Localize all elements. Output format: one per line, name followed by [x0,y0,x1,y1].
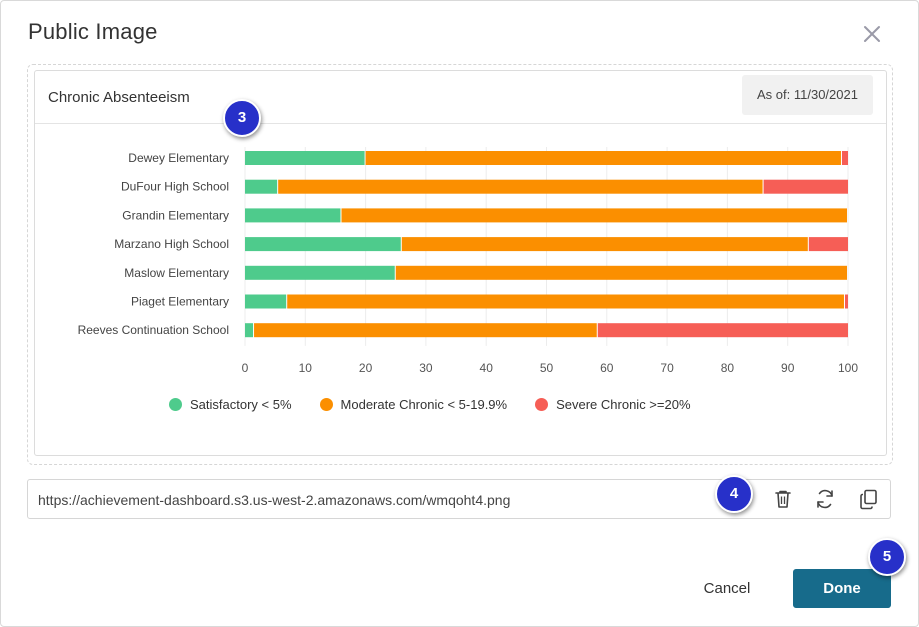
stacked-bar-chart: 0 10 20 30 40 50 60 70 80 90 100 Dewey Elementary Du… [78,147,858,375]
y-category-label: Piaget Elementary [131,295,229,309]
cancel-button[interactable]: Cancel [703,580,751,597]
bar-segment [278,179,763,194]
legend-dot-satisfactory [169,397,182,411]
bar-segment [245,294,287,309]
bar-segment [245,237,401,252]
legend-item-satisfactory: Satisfactory < 5% [169,397,292,412]
y-category-label: Grandin Elementary [122,208,229,222]
close-button[interactable] [859,21,885,47]
image-preview-frame [27,64,893,465]
public-url-field[interactable]: https://achievement-dashboard.s3.us-west… [27,479,891,519]
x-tick-label: 10 [299,361,313,375]
copy-button[interactable] [857,487,881,511]
delete-button[interactable] [771,487,795,511]
close-icon [864,26,880,42]
bar-segment [763,179,848,194]
x-tick-label: 60 [600,361,614,375]
refresh-icon [817,489,833,509]
bar-segment [401,237,808,252]
chart-card: Chronic Absenteeism As of: 11/30/2021 [34,70,887,456]
legend-label-satisfactory: Satisfactory < 5% [190,396,292,412]
legend-label-moderate: Moderate Chronic < 5-19.9% [340,396,508,412]
x-tick-label: 20 [359,361,373,375]
refresh-button[interactable] [813,487,837,511]
bar-segment [597,323,848,338]
trash-icon [775,490,791,508]
copy-icon [860,489,877,510]
bar-segment [365,151,841,165]
x-tick-label: 100 [838,361,858,375]
step-badge-3: 3 [223,99,261,137]
chart-title: Chronic Absenteeism [48,89,190,106]
bar-segment [245,151,365,165]
step-badge-5: 5 [868,538,906,576]
bar-segment [341,208,847,223]
y-category-label: DuFour High School [121,180,229,194]
as-of-date: As of: 11/30/2021 [742,75,873,115]
dialog-title: Public Image [28,19,158,44]
bar-segment [841,151,848,165]
bar-segment [395,265,847,280]
legend-dot-severe [535,397,549,411]
x-tick-label: 40 [480,361,494,375]
bar-segment [844,294,848,309]
chart-card-header: Chronic Absenteeism As of: 11/30/2021 [35,71,886,124]
done-button[interactable]: Done [793,569,891,608]
step-badge-4: 4 [715,475,753,513]
y-category-label: Marzano High School [114,237,229,251]
y-category-label: Reeves Continuation School [78,323,229,337]
x-tick-label: 30 [419,361,433,375]
bar-segment [287,294,844,309]
bar-segment [245,208,341,223]
x-tick-label: 90 [781,361,795,375]
y-category-label: Dewey Elementary [128,151,229,165]
legend-item-severe: Severe Chronic >=20% [535,396,691,412]
x-tick-label: 0 [242,361,249,375]
x-tick-label: 80 [721,361,735,375]
x-tick-label: 70 [660,361,674,375]
public-url-text[interactable]: https://achievement-dashboard.s3.us-west… [38,492,511,508]
legend-label-severe: Severe Chronic >=20% [556,396,691,412]
legend-dot-moderate [319,397,333,411]
bar-segment [245,323,254,338]
legend-item-moderate: Moderate Chronic < 5-19.9% [319,396,508,412]
bar-segment [254,323,597,338]
y-category-label: Maslow Elementary [124,266,229,280]
bar-segment [245,179,278,194]
bar-segment [245,265,395,280]
x-tick-label: 50 [540,361,554,375]
bar-segment [808,237,848,252]
chart-legend: Satisfactory < 5% Moderate Chronic < 5-1… [169,395,719,413]
